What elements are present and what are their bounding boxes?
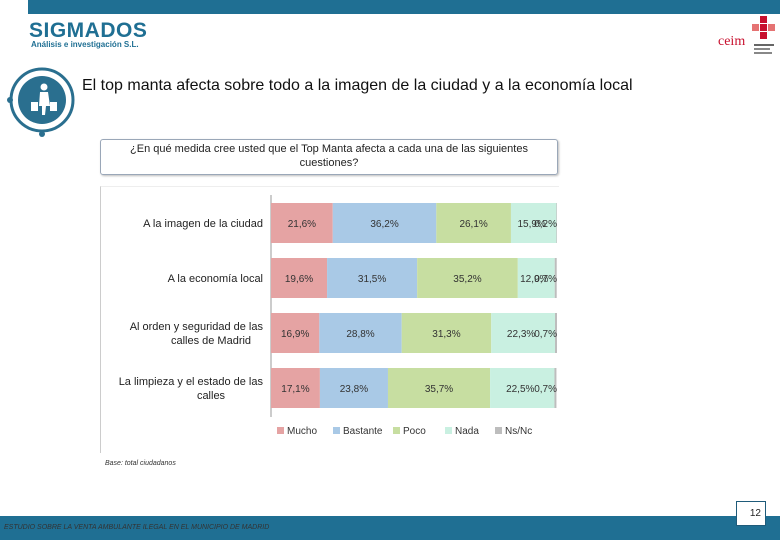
legend-swatch	[277, 427, 284, 434]
bar-segment	[271, 258, 328, 298]
bar-segment	[319, 368, 388, 408]
legend-swatch	[495, 427, 502, 434]
data-label: 35,7%	[425, 384, 453, 395]
base-note: Base: total ciudadanos	[105, 460, 176, 467]
bar-segment	[554, 368, 557, 408]
bar-segment	[271, 313, 320, 353]
legend-label: Poco	[403, 426, 426, 437]
data-label: 0,7%	[534, 384, 557, 395]
data-label: 26,1%	[459, 219, 487, 230]
data-label: 17,1%	[281, 384, 309, 395]
data-label: 22,3%	[507, 329, 535, 340]
page-title: El top manta afecta sobre todo a la imag…	[82, 77, 633, 94]
data-label: 22,5%	[506, 384, 534, 395]
street-vendor-icon	[7, 67, 75, 137]
bar-segment	[556, 203, 557, 243]
page-number: 12	[736, 501, 766, 526]
bar-segment	[436, 203, 511, 243]
legend-swatch	[393, 427, 400, 434]
legend-label: Ns/Nc	[505, 426, 532, 437]
ceim-logo-text: ceim	[718, 34, 746, 49]
bar-segment	[491, 313, 555, 353]
category-label: A la economía local	[168, 273, 263, 285]
data-label: 35,2%	[453, 274, 481, 285]
sigmados-logo: SIGMADOS	[29, 19, 148, 42]
ceim-logo: ceim	[716, 16, 778, 66]
data-label: 0,2%	[534, 219, 557, 230]
bar-segment	[554, 258, 557, 298]
data-label: 28,8%	[346, 329, 374, 340]
data-label: 31,3%	[432, 329, 460, 340]
data-label: 12,9%	[520, 274, 548, 285]
data-label: 36,2%	[370, 219, 398, 230]
data-label: 0,7%	[534, 329, 557, 340]
data-label: 15,9%	[518, 219, 546, 230]
bar-segment	[319, 313, 402, 353]
top-bar	[0, 0, 780, 14]
bar-segment	[327, 258, 418, 298]
data-label: 19,6%	[285, 274, 313, 285]
legend-swatch	[445, 427, 452, 434]
bar-segment	[510, 203, 557, 243]
bar-segment	[417, 258, 518, 298]
bar-segment	[387, 368, 491, 408]
bar-segment	[554, 313, 557, 353]
data-label: 21,6%	[288, 219, 316, 230]
legend-label: Mucho	[287, 426, 317, 437]
data-label: 16,9%	[281, 329, 309, 340]
sigmados-logo-subtitle: Análisis e investigación S.L.	[31, 40, 139, 49]
data-label: 23,8%	[340, 384, 368, 395]
top-bar-fill	[28, 0, 780, 14]
data-label: 0,7%	[534, 274, 557, 285]
legend-swatch	[333, 427, 340, 434]
legend-label: Nada	[455, 426, 479, 437]
footer-study-title: ESTUDIO SOBRE LA VENTA AMBULANTE ILEGAL …	[4, 524, 270, 531]
chart-frame: A la imagen de la ciudad A la economía lo…	[100, 186, 559, 453]
bar-segment	[401, 313, 492, 353]
stacked-bar-chart: A la imagen de la ciudad A la economía lo…	[119, 195, 557, 437]
bar-segment	[271, 203, 333, 243]
category-label: A la imagen de la ciudad	[143, 218, 263, 230]
bottom-bar	[0, 516, 780, 540]
category-label: Al orden y seguridad de las calles de Mad…	[130, 321, 264, 347]
category-label: La limpieza y el estado de las calles	[119, 376, 264, 402]
ceim-squares-icon	[752, 16, 775, 54]
legend-label: Bastante	[343, 426, 383, 437]
bar-segment	[490, 368, 555, 408]
bar-segment	[332, 203, 437, 243]
survey-question: ¿En qué medida cree usted que el Top Man…	[100, 139, 558, 175]
bar-segment	[271, 368, 320, 408]
bar-segment	[517, 258, 555, 298]
data-label: 31,5%	[358, 274, 386, 285]
